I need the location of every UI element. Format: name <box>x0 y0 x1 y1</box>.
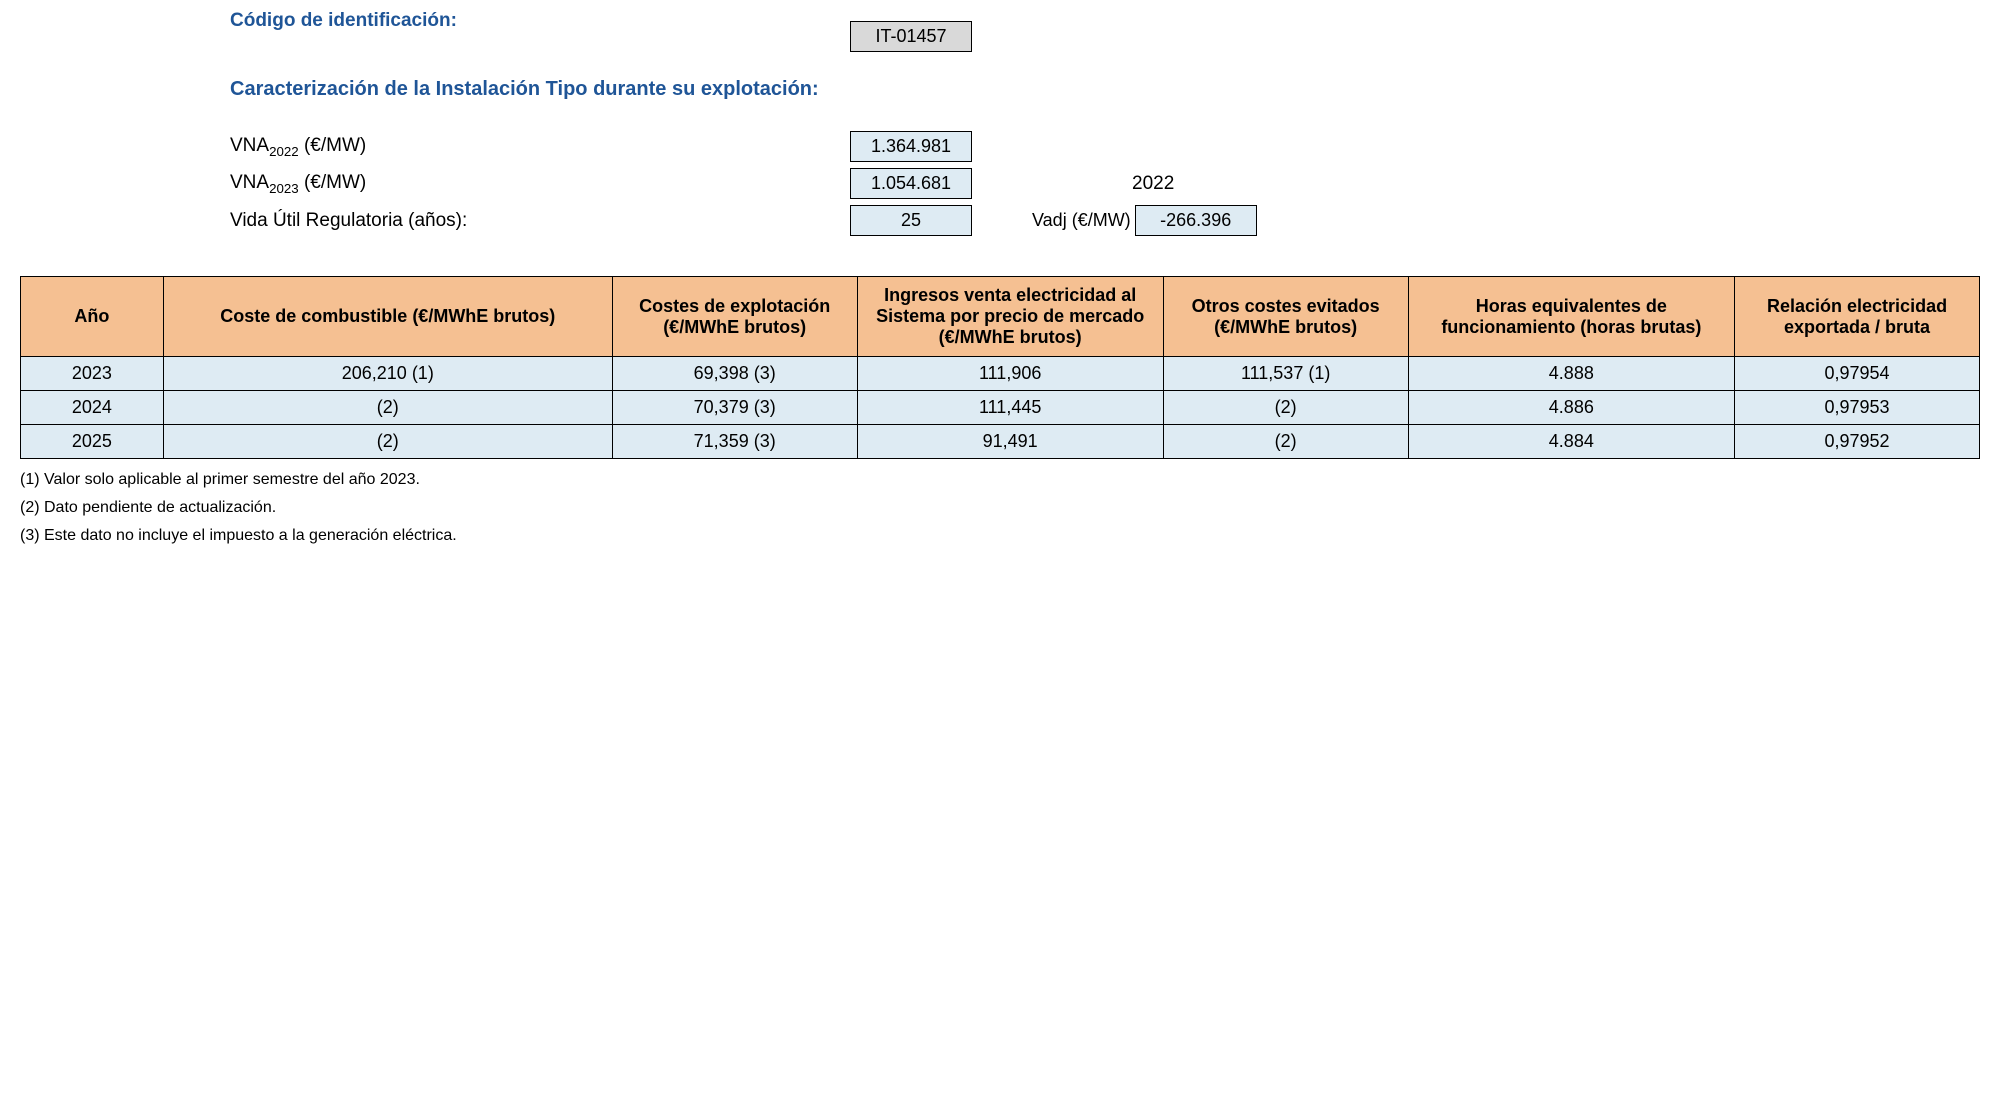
table-row: 2024(2)70,379 (3)111,445(2)4.8860,97953 <box>21 391 1980 425</box>
cell-fuel: (2) <box>163 425 612 459</box>
cell-year: 2025 <box>21 425 164 459</box>
col-exp: Costes de explotación (€/MWhE brutos) <box>612 277 857 357</box>
cell-rel: 0,97952 <box>1735 425 1980 459</box>
cell-rel: 0,97954 <box>1735 357 1980 391</box>
footnotes: (1) Valor solo aplicable al primer semes… <box>20 471 1980 545</box>
cell-exp: 69,398 (3) <box>612 357 857 391</box>
cell-fuel: (2) <box>163 391 612 425</box>
footnote-2: (2) Dato pendiente de actualización. <box>20 499 1980 517</box>
cell-sale: 91,491 <box>857 425 1163 459</box>
col-fuel: Coste de combustible (€/MWhE brutos) <box>163 277 612 357</box>
vadj-group: Vadj (€/MW) -266.396 <box>1032 205 1257 236</box>
cell-year: 2024 <box>21 391 164 425</box>
cell-sale: 111,906 <box>857 357 1163 391</box>
footnote-3: (3) Este dato no incluye el impuesto a l… <box>20 527 1980 545</box>
cell-sale: 111,445 <box>857 391 1163 425</box>
vna2023-row: VNA2023 (€/MW) 1.054.681 2022 <box>230 168 1980 199</box>
code-value: IT-01457 <box>850 21 972 52</box>
cell-other: 111,537 (1) <box>1163 357 1408 391</box>
vadj-label: Vadj (€/MW) <box>1032 210 1131 231</box>
code-row: Código de identificación: IT-01457 <box>230 10 1980 62</box>
col-year: Año <box>21 277 164 357</box>
vna2023-value: 1.054.681 <box>850 168 972 199</box>
header-section: Código de identificación: IT-01457 Carac… <box>230 10 1980 236</box>
section-title: Caracterización de la Instalación Tipo d… <box>230 78 1980 101</box>
cell-hours: 4.888 <box>1408 357 1735 391</box>
cell-exp: 71,359 (3) <box>612 425 857 459</box>
code-label: Código de identificación: <box>230 10 850 32</box>
table-body: 2023206,210 (1)69,398 (3)111,906111,537 … <box>21 357 1980 459</box>
footnote-1: (1) Valor solo aplicable al primer semes… <box>20 471 1980 489</box>
year-plain: 2022 <box>1132 173 1174 195</box>
col-hours: Horas equivalentes de funcionamiento (ho… <box>1408 277 1735 357</box>
life-row: Vida Útil Regulatoria (años): 25 Vadj (€… <box>230 205 1980 236</box>
cell-other: (2) <box>1163 391 1408 425</box>
col-other: Otros costes evitados (€/MWhE brutos) <box>1163 277 1408 357</box>
cell-hours: 4.884 <box>1408 425 1735 459</box>
cell-rel: 0,97953 <box>1735 391 1980 425</box>
cell-year: 2023 <box>21 357 164 391</box>
table-row: 2025(2)71,359 (3)91,491(2)4.8840,97952 <box>21 425 1980 459</box>
life-label: Vida Útil Regulatoria (años): <box>230 210 850 232</box>
col-rel: Relación electricidad exportada / bruta <box>1735 277 1980 357</box>
table-header-row: Año Coste de combustible (€/MWhE brutos)… <box>21 277 1980 357</box>
vna2022-label: VNA2022 (€/MW) <box>230 135 850 159</box>
col-sale: Ingresos venta electricidad al Sistema p… <box>857 277 1163 357</box>
vna2023-label: VNA2023 (€/MW) <box>230 172 850 196</box>
cell-other: (2) <box>1163 425 1408 459</box>
table-row: 2023206,210 (1)69,398 (3)111,906111,537 … <box>21 357 1980 391</box>
cell-hours: 4.886 <box>1408 391 1735 425</box>
vadj-value: -266.396 <box>1135 205 1257 236</box>
cell-exp: 70,379 (3) <box>612 391 857 425</box>
life-value: 25 <box>850 205 972 236</box>
vna2022-row: VNA2022 (€/MW) 1.364.981 <box>230 131 1980 162</box>
main-table: Año Coste de combustible (€/MWhE brutos)… <box>20 276 1980 459</box>
cell-fuel: 206,210 (1) <box>163 357 612 391</box>
vna2022-value: 1.364.981 <box>850 131 972 162</box>
